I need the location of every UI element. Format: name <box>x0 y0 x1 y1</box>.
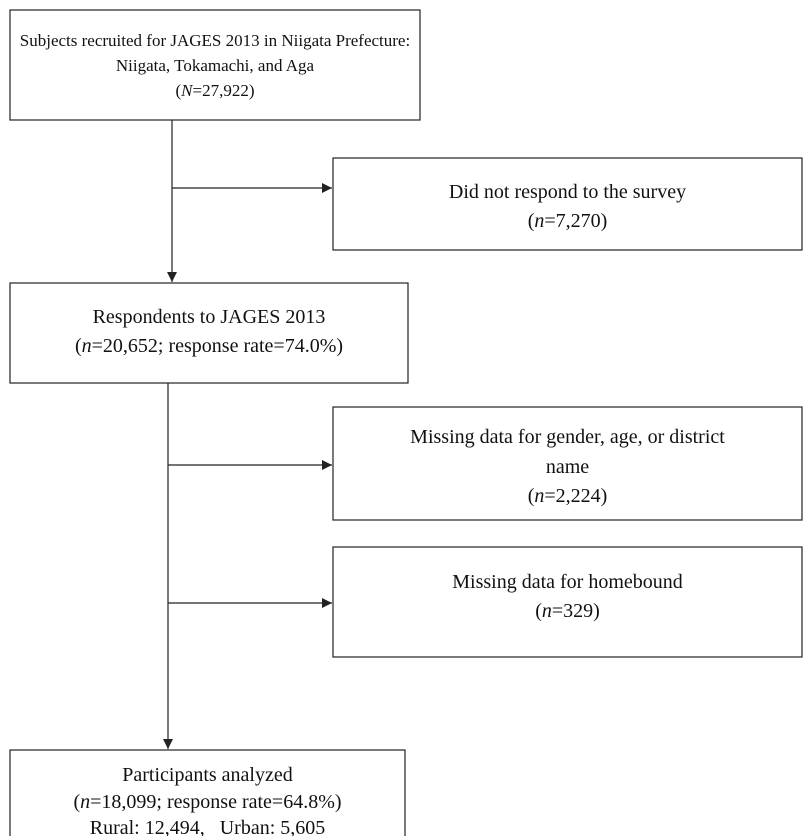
box-text: Missing data for homebound <box>452 571 683 593</box>
box <box>9 749 406 836</box>
box-text: (n=20,652; response rate=74.0%) <box>75 335 343 357</box>
text-span: Subjects recruited for JAGES 2013 in Nii… <box>20 31 410 50</box>
text-span: n <box>82 335 92 357</box>
text-span: Missing data for gender, age, or distric… <box>410 426 725 448</box>
text-span: ( <box>528 485 535 507</box>
box-text: Respondents to JAGES 2013 <box>93 306 326 328</box>
text-span: n <box>542 600 552 622</box>
text-span: Rural: 12,494, Urban: 5,605 <box>90 817 326 836</box>
flow-box: Participants analyzed (n=18,099; response… <box>9 749 406 836</box>
text-span: n <box>80 791 90 813</box>
text-span: ( <box>528 210 535 232</box>
text-span: n <box>534 210 544 232</box>
box <box>332 157 803 251</box>
box-text: Did not respond to the survey <box>449 181 686 203</box>
text-span: =18,099; response rate=64.8%) <box>90 791 341 813</box>
box <box>332 406 803 521</box>
text-span: =20,652; response rate=74.0%) <box>92 335 343 357</box>
flow-box: Missing data for homebound (n=329) <box>332 546 803 658</box>
text-span: Niigata, Tokamachi, and Aga <box>116 56 315 75</box>
text-span: n <box>534 485 544 507</box>
text-span: Missing data for homebound <box>452 571 683 593</box>
box-text: Subjects recruited for JAGES 2013 in Nii… <box>20 31 410 50</box>
box-text: (n=329) <box>535 600 600 622</box>
box <box>9 282 409 384</box>
text-span: =329) <box>552 600 600 622</box>
text-span: ( <box>75 335 82 357</box>
box-text: Niigata, Tokamachi, and Aga <box>116 56 315 75</box>
text-span: ( <box>535 600 542 622</box>
box-text: Rural: 12,494, Urban: 5,605 <box>90 817 326 836</box>
text-span: name <box>546 456 589 478</box>
box <box>332 546 803 658</box>
text-span: Did not respond to the survey <box>449 181 686 203</box>
text-span: ( <box>73 791 80 813</box>
flow-box: Respondents to JAGES 2013 (n=20,652; resp… <box>9 282 409 384</box>
box-text: Missing data for gender, age, or distric… <box>410 426 725 448</box>
box-text: (N=27,922) <box>175 81 254 100</box>
text-span: =7,270) <box>544 210 607 232</box>
box-text: name <box>546 456 589 478</box>
box-text: (n=7,270) <box>528 210 608 232</box>
box-text: Participants analyzed <box>122 764 293 786</box>
text-span: =27,922) <box>193 81 255 100</box>
flow-box: Missing data for gender, age, or distric… <box>332 406 803 521</box>
text-span: N <box>180 81 194 100</box>
text-span: ( <box>175 81 181 100</box>
box-text: (n=18,099; response rate=64.8%) <box>73 791 341 813</box>
flow-box: Subjects recruited for JAGES 2013 in Nii… <box>9 9 421 121</box>
box-text: (n=2,224) <box>528 485 608 507</box>
text-span: Participants analyzed <box>122 764 293 786</box>
box <box>9 9 421 121</box>
text-span: =2,224) <box>544 485 607 507</box>
flow-box: Did not respond to the survey (n=7,270) <box>332 157 803 251</box>
text-span: Respondents to JAGES 2013 <box>93 306 326 328</box>
